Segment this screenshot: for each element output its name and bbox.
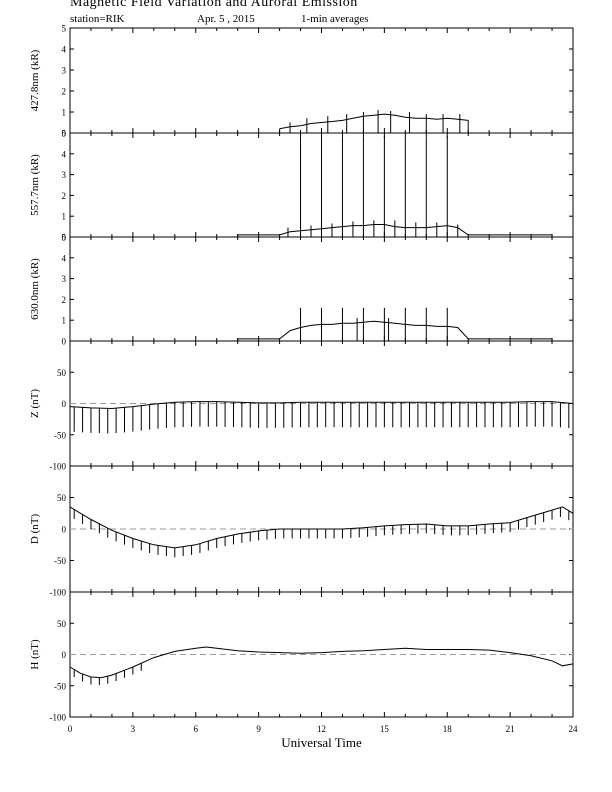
y-tick-label-n4278: 2 [62,87,67,97]
y-tick-label-d: -50 [54,556,66,566]
y-tick-label-h: 0 [62,650,67,660]
y-tick-label-n5577: 4 [62,149,67,159]
y-tick-label-d: -100 [50,588,67,598]
series-line-d [69,506,574,549]
chart-title: Magnetic Field Variation and Auroral Emi… [70,0,358,10]
y-axis-label-n5577: 557.7nm (kR) [29,154,41,216]
y-tick-label-d: 0 [62,525,67,535]
y-tick-label-n5577: 0 [62,233,67,243]
series-line-z [69,401,574,410]
y-axis-label-d: D (nT) [29,514,41,545]
x-tick-label: 18 [443,724,453,734]
x-axis-label: Universal Time [281,735,362,750]
y-tick-label-n5577: 5 [62,129,67,139]
y-tick-label-z: -100 [50,462,67,472]
y-tick-label-n4278: 0 [62,129,67,139]
x-tick-label: 12 [317,724,326,734]
y-tick-label-z: 0 [62,399,67,409]
x-tick-label: 3 [131,724,136,734]
y-tick-label-n5577: 2 [62,191,67,201]
y-tick-label-h: -50 [54,681,66,691]
y-tick-label-z: -50 [54,430,66,440]
y-tick-label-n4278: 1 [62,108,67,118]
y-tick-label-n6300: 4 [62,253,67,263]
y-tick-label-n6300: 1 [62,316,67,326]
y-axis-label-h: H (nT) [29,639,41,670]
y-tick-label-n4278: 5 [62,24,67,34]
y-axis-label-z: Z (nT) [29,389,41,418]
y-tick-label-n6300: 2 [62,295,67,305]
x-tick-label: 24 [569,724,579,734]
y-tick-label-n4278: 4 [62,45,67,55]
series-line-n4278 [279,113,469,130]
series-line-h [69,646,574,679]
x-tick-label: 21 [506,724,515,734]
y-tick-label-n5577: 1 [62,212,67,222]
x-tick-label: 9 [256,724,261,734]
station-label: station=RIK [70,13,125,25]
y-tick-label-h: 50 [57,619,67,629]
x-tick-label: 15 [380,724,390,734]
y-tick-label-n5577: 3 [62,170,67,180]
panel-frame-n4278 [69,27,574,134]
y-tick-label-z: 50 [57,368,67,378]
y-axis-label-n4278: 427.8nm (kR) [29,49,41,111]
y-tick-label-n6300: 0 [62,337,67,347]
date-label: Apr. 5 , 2015 [197,13,255,25]
x-tick-label: 6 [194,724,199,734]
x-tick-label: 0 [68,724,73,734]
y-tick-label-n6300: 3 [62,274,67,284]
averaging-label: 1-min averages [301,13,369,25]
y-tick-label-n6300: 5 [62,233,67,243]
y-axis-label-n6300: 630.0nm (kR) [29,258,41,320]
y-tick-label-n4278: 3 [62,66,67,76]
y-tick-label-d: 50 [57,493,67,503]
series-line-n6300 [237,320,552,340]
y-tick-label-h: -100 [50,713,67,723]
